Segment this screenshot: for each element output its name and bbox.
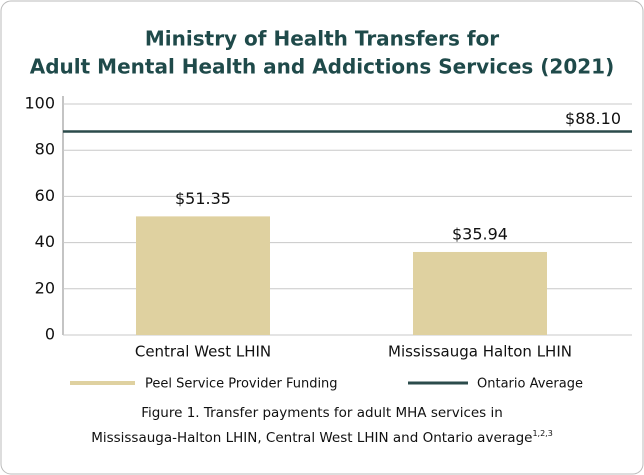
chart-title: Ministry of Health Transfers for bbox=[145, 27, 499, 51]
y-tick-label: 40 bbox=[35, 232, 55, 251]
value-label: $51.35 bbox=[175, 189, 231, 208]
value-label: $35.94 bbox=[452, 224, 508, 243]
caption: Figure 1. Transfer payments for adult MH… bbox=[141, 405, 503, 421]
legend-label: Peel Service Provider Funding bbox=[145, 377, 338, 392]
y-tick-label: 100 bbox=[24, 94, 55, 113]
reference-label: $88.10 bbox=[565, 109, 621, 128]
y-tick-label: 20 bbox=[35, 278, 55, 297]
chart-title: Adult Mental Health and Addictions Servi… bbox=[30, 55, 614, 79]
x-tick-label: Mississauga Halton LHIN bbox=[388, 343, 572, 361]
y-tick-label: 80 bbox=[35, 140, 55, 159]
legend-label: Ontario Average bbox=[477, 377, 583, 392]
caption-superscript: 1,2,3 bbox=[532, 429, 552, 438]
bar bbox=[136, 216, 270, 335]
caption: Mississauga-Halton LHIN, Central West LH… bbox=[91, 429, 553, 447]
bar bbox=[413, 251, 547, 335]
caption-text: Mississauga-Halton LHIN, Central West LH… bbox=[91, 430, 532, 446]
y-tick-label: 60 bbox=[35, 186, 55, 205]
x-tick-label: Central West LHIN bbox=[135, 343, 271, 361]
y-tick-label: 0 bbox=[45, 325, 55, 344]
